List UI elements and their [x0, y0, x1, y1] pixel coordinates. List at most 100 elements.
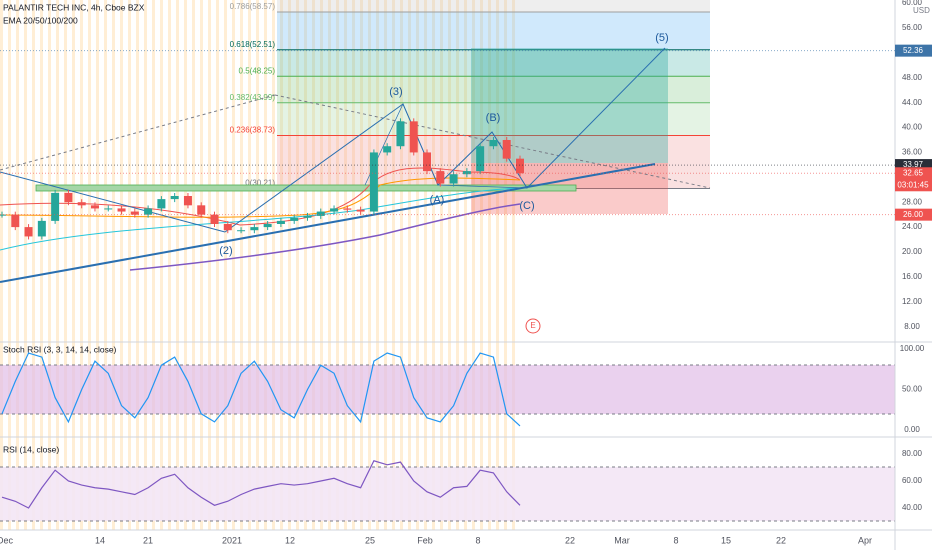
wave-label: (C) — [519, 200, 534, 212]
wave-label: (B) — [486, 112, 501, 124]
axis-label: 28.00 — [902, 197, 923, 206]
symbol-title: PALANTIR TECH INC, 4h, Cboe BZX — [3, 2, 145, 12]
time-label: 22 — [776, 535, 786, 545]
time-label: 8 — [673, 535, 678, 545]
fib-label: 0.786(58.57) — [230, 2, 276, 11]
candle — [104, 208, 113, 210]
candle — [449, 174, 458, 184]
stoch-band — [0, 365, 895, 414]
time-label: Mar — [614, 535, 630, 545]
time-label: 12 — [285, 535, 295, 545]
candle — [77, 202, 86, 206]
candle — [436, 171, 445, 184]
axis-label: 60.00 — [902, 476, 923, 485]
time-label: 22 — [565, 535, 575, 545]
axis-label: 48.00 — [902, 73, 923, 82]
wave-label: (A) — [430, 194, 445, 206]
candle — [396, 121, 405, 147]
candle — [356, 209, 365, 212]
harmonic-pattern — [364, 103, 528, 189]
axis-label: 36.00 — [902, 148, 923, 157]
candle — [157, 199, 166, 209]
fib-label: 0.618(52.51) — [230, 40, 276, 49]
axis-label: 0.00 — [904, 425, 920, 434]
candle — [343, 208, 352, 210]
fib-zone — [277, 49, 710, 77]
axis-label: 16.00 — [902, 272, 923, 281]
wave-label: (2) — [219, 245, 232, 257]
currency: USD — [913, 6, 930, 15]
candle — [290, 217, 299, 221]
wave-label: (3) — [389, 86, 402, 98]
candle — [489, 139, 498, 147]
candle — [330, 208, 339, 212]
rsi-band — [0, 467, 895, 521]
candle — [37, 220, 46, 237]
session-stripes — [0, 0, 520, 530]
price-tag-label: 33.97 — [903, 160, 924, 169]
axis-label: 50.00 — [902, 385, 923, 394]
candle — [210, 214, 219, 224]
candle — [237, 230, 246, 232]
rsi-title: RSI (14, close) — [3, 444, 59, 454]
fib-zone — [277, 12, 710, 50]
candle — [24, 227, 33, 237]
candle — [316, 211, 325, 216]
candle — [64, 192, 73, 203]
fib-label: 0.382(43.99) — [230, 93, 276, 102]
candle — [183, 195, 192, 206]
wave-label: (5) — [655, 32, 668, 44]
trendline — [0, 171, 226, 233]
candle — [51, 192, 60, 221]
candle — [476, 146, 485, 172]
support-box — [35, 184, 577, 192]
time-label: Feb — [417, 535, 433, 545]
axis-label: 20.00 — [902, 247, 923, 256]
candle — [197, 205, 206, 215]
axis-label: 40.00 — [902, 123, 923, 132]
candle — [423, 152, 432, 172]
earnings-label: E — [530, 321, 535, 330]
candle — [516, 158, 524, 174]
trendline — [0, 163, 656, 283]
axis-label: 12.00 — [902, 297, 923, 306]
time-label: 21 — [143, 535, 153, 545]
price-tag — [895, 44, 932, 57]
time-label: 2021 — [222, 535, 242, 545]
candle — [11, 214, 20, 228]
time-label: 8 — [475, 535, 480, 545]
countdown: 03:01:45 — [897, 180, 929, 189]
price-tag — [895, 167, 932, 192]
candle — [502, 139, 511, 159]
axis-label: 100.00 — [900, 344, 925, 353]
fib-label: 0.5(48.25) — [239, 66, 276, 75]
ema-200 — [129, 203, 521, 271]
indicator-title: EMA 20/50/100/200 — [3, 15, 78, 25]
time-label: 15 — [721, 535, 731, 545]
axis-label: 44.00 — [902, 98, 923, 107]
fib-zone — [277, 0, 710, 13]
rsi-line — [1, 460, 521, 509]
price-tag-label: 26.00 — [903, 210, 924, 219]
time-label: Apr — [858, 535, 872, 545]
candle — [130, 211, 139, 215]
candle — [223, 223, 232, 231]
axis-label: 60.00 — [902, 0, 923, 7]
candle — [409, 121, 418, 153]
candle — [250, 227, 259, 231]
time-label: 14 — [95, 535, 105, 545]
candle — [369, 152, 378, 212]
price-tag — [895, 208, 932, 221]
stoch-title: Stoch RSI (3, 3, 14, 14, close) — [3, 344, 117, 354]
candle — [170, 195, 179, 200]
earnings-marker[interactable] — [525, 318, 541, 334]
fib-zone — [277, 76, 710, 103]
candle — [144, 208, 153, 215]
time-label: Dec — [0, 535, 13, 545]
time-label: 25 — [365, 535, 375, 545]
candle — [303, 215, 312, 218]
candle — [462, 171, 471, 175]
axis-label: 24.00 — [902, 222, 923, 231]
price-tag-label: 52.36 — [903, 46, 924, 55]
